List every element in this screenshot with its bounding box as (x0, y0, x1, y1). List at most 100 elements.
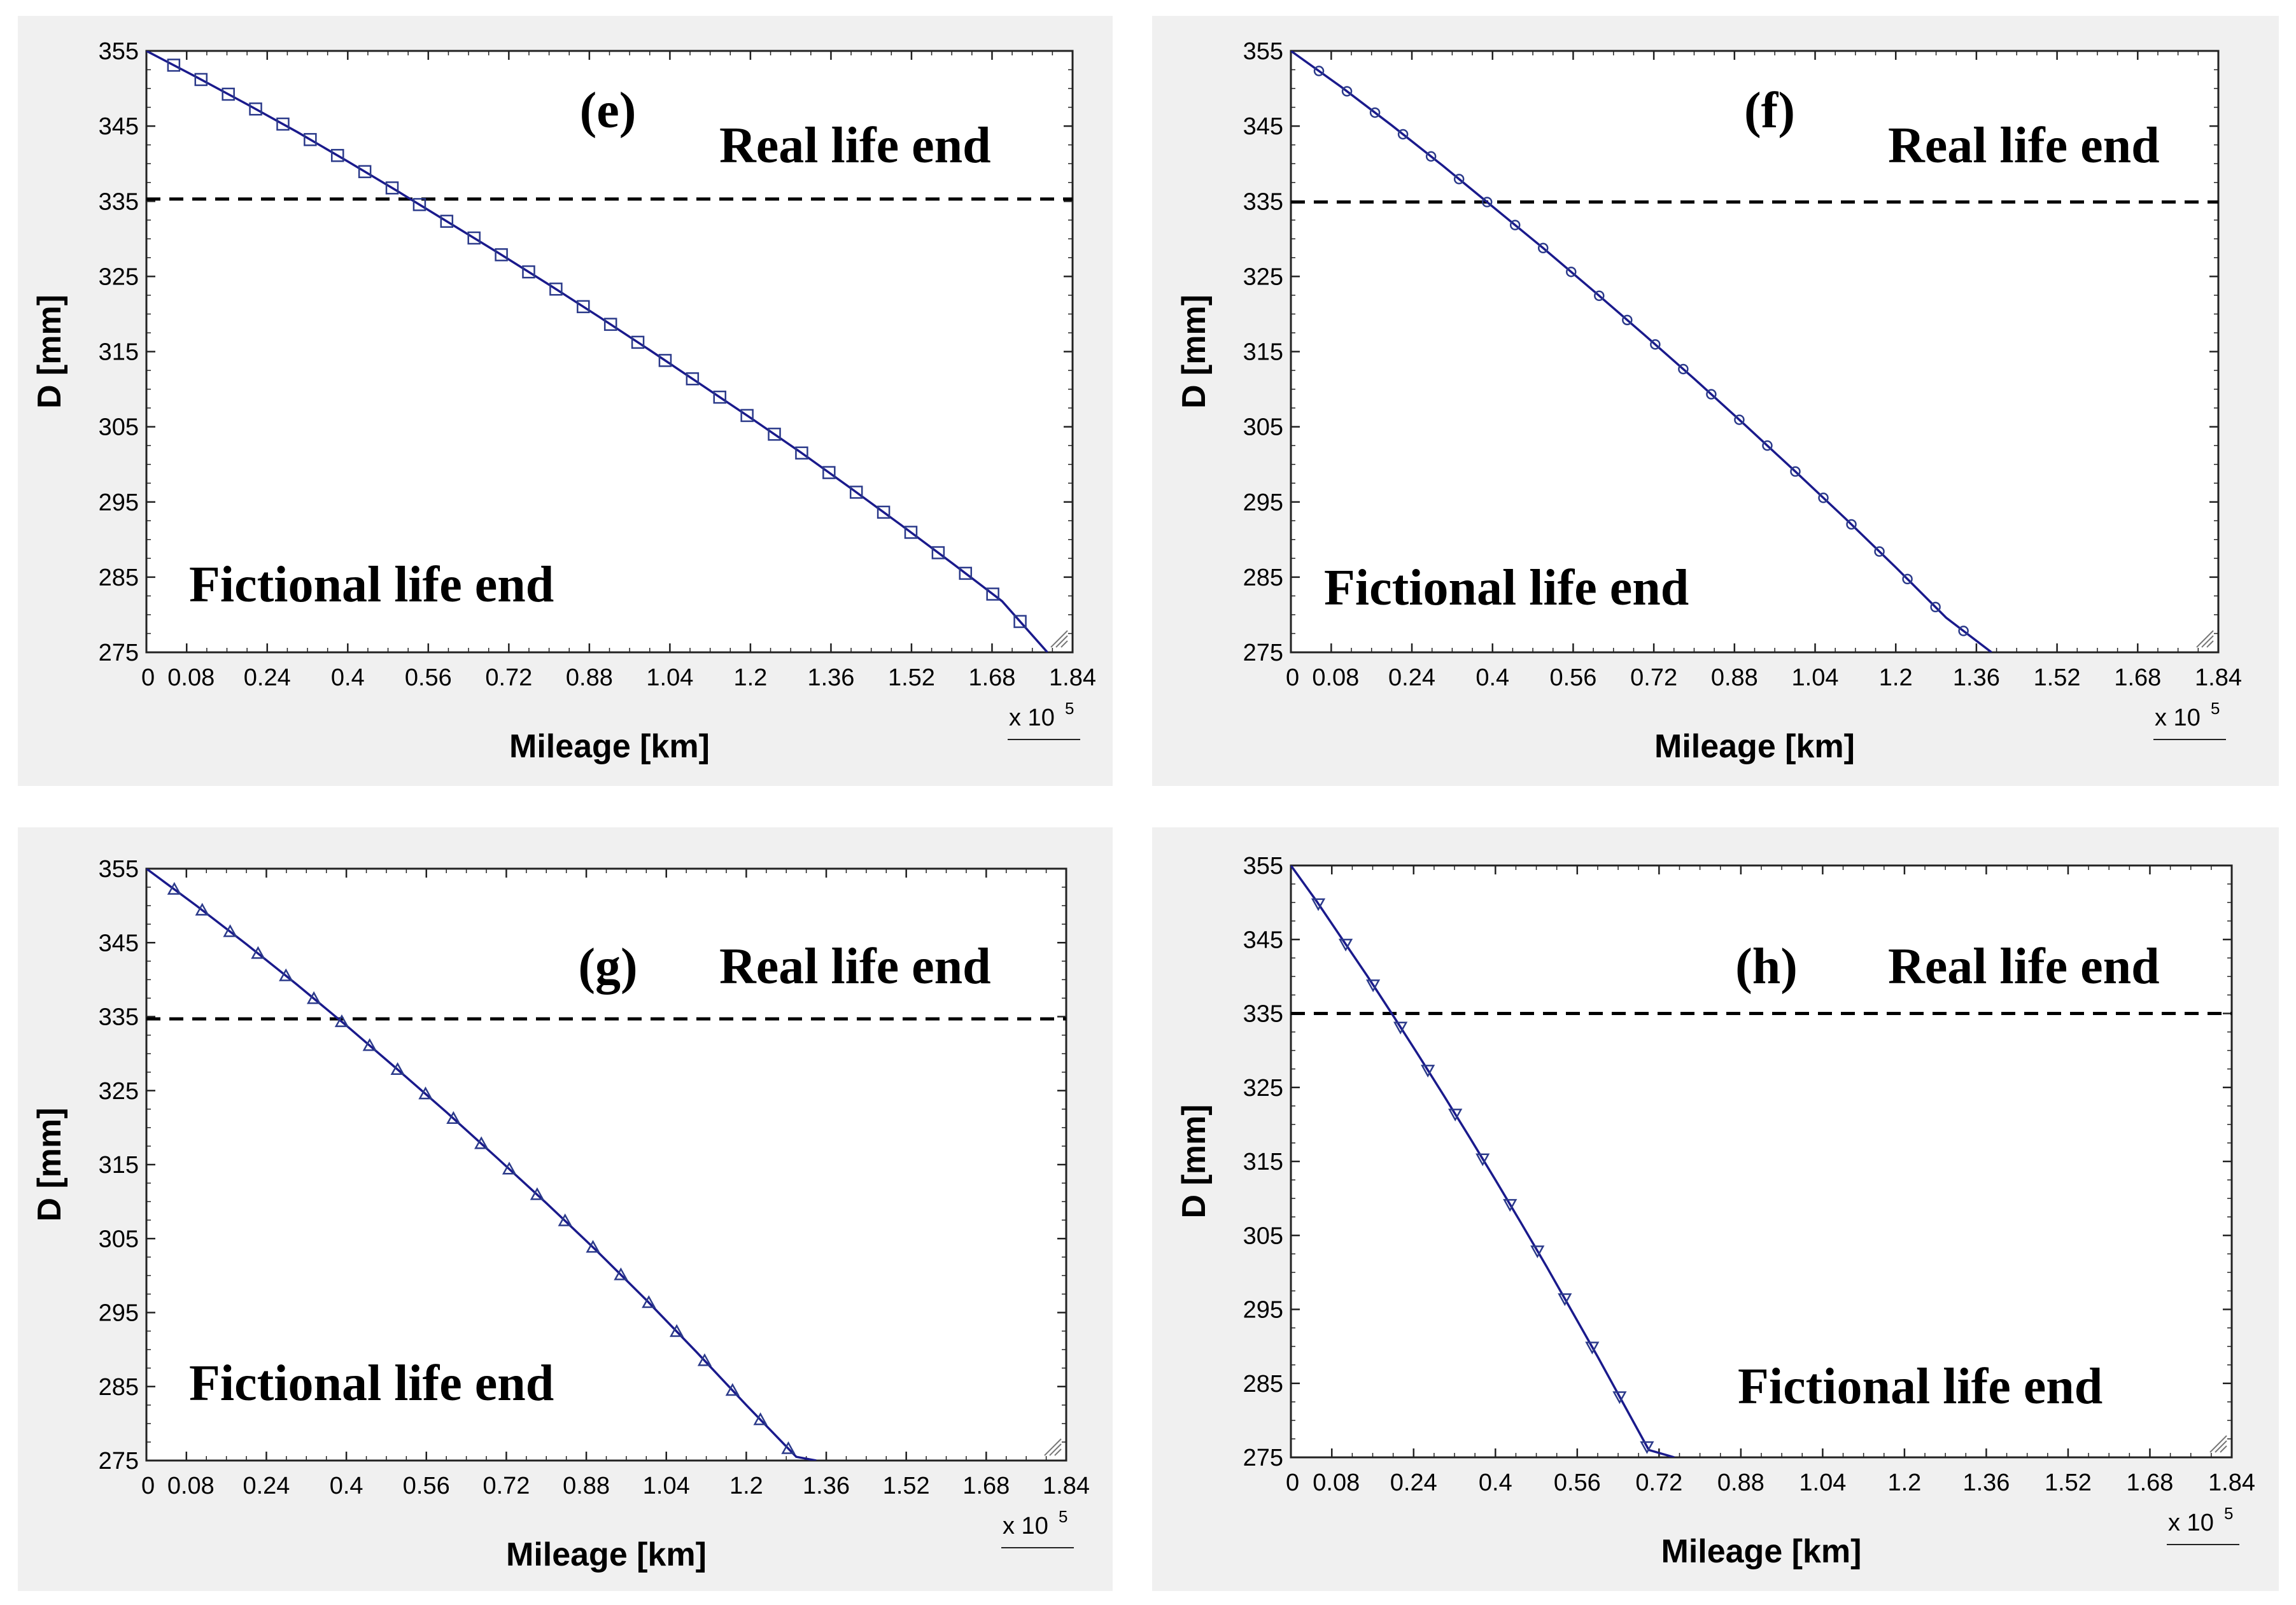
x-axis-title: Mileage [km] (509, 728, 710, 765)
y-tick-label: 285 (99, 564, 139, 591)
series-group (146, 51, 1048, 652)
resize-grip-icon (2206, 640, 2214, 648)
x-tick-label: 0 (141, 664, 155, 691)
data-point (1425, 151, 1437, 162)
data-point (1612, 1391, 1627, 1405)
x-tick-label: 1.68 (962, 1473, 1010, 1499)
y-axis-title: D [mm] (31, 295, 68, 409)
y-tick-label: 345 (1243, 927, 1283, 953)
real-life-end-label: Real life end (719, 118, 991, 174)
x-tick-label: 1.04 (643, 1473, 690, 1499)
x-tick-label: 0.72 (482, 1473, 530, 1499)
data-point (522, 265, 535, 279)
x-multiplier: x 10 5 (1001, 1507, 1074, 1548)
x-tick-label: 1.36 (1953, 664, 2000, 691)
x-tick-label: 0.72 (1630, 664, 1677, 691)
y-tick-label: 305 (1243, 414, 1283, 441)
y-tick-label: 295 (1243, 1297, 1283, 1324)
y-tick-label: 295 (99, 1300, 139, 1327)
data-point (986, 587, 999, 601)
x-tick-label: 1.84 (2208, 1469, 2255, 1496)
y-axis-title: D [mm] (1176, 1104, 1213, 1218)
x-tick-label: 1.04 (1792, 664, 1839, 691)
data-point (631, 335, 645, 349)
y-tick-label: 295 (1243, 489, 1283, 516)
x-tick-label: 0.56 (403, 1473, 450, 1499)
x-tick-label: 0.72 (1635, 1469, 1682, 1496)
data-point (446, 1111, 461, 1124)
x-tick-label: 0.08 (167, 664, 215, 691)
data-point (1453, 174, 1465, 185)
x-tick-label: 0 (1286, 664, 1299, 691)
x-tick-label: 1.52 (883, 1473, 930, 1499)
x-tick-label: 0.08 (167, 1473, 215, 1499)
data-point (549, 283, 563, 296)
data-point (558, 1213, 572, 1226)
resize-grip-icon (2215, 1440, 2227, 1453)
data-point (279, 968, 293, 981)
plot-area (145, 867, 1067, 1462)
data-point (194, 73, 208, 87)
data-point (1530, 1245, 1545, 1259)
plot-area (145, 50, 1074, 654)
x-tick-label: 1.04 (1799, 1469, 1846, 1496)
x-multiplier: x 10 5 (2153, 699, 2226, 740)
x-tick-label: 1.2 (733, 664, 767, 691)
data-point (1585, 1342, 1600, 1355)
x-tick-label: 1.36 (803, 1473, 850, 1499)
y-tick-label: 275 (99, 640, 139, 666)
data-point (577, 300, 590, 314)
data-point (1013, 615, 1027, 628)
data-point (725, 1383, 740, 1396)
data-point (251, 946, 265, 959)
y-tick-label: 285 (99, 1374, 139, 1401)
x-tick-label: 0.24 (243, 1473, 290, 1499)
real-life-end-label: Real life end (1888, 939, 2160, 995)
x-tick-label: 0.88 (1711, 664, 1758, 691)
data-point (849, 486, 863, 499)
plot-area (1290, 50, 2220, 654)
resize-grip-icon (2201, 635, 2214, 648)
y-tick-label: 355 (99, 38, 139, 65)
data-point (418, 1086, 433, 1100)
data-point (1846, 519, 1857, 530)
x-tick-label: 1.52 (888, 664, 935, 691)
data-point (1393, 1021, 1408, 1035)
data-point (249, 102, 262, 116)
data-point (1341, 86, 1353, 97)
y-tick-label: 285 (1243, 564, 1283, 591)
x-multiplier: x 10 5 (2167, 1504, 2239, 1545)
y-tick-label: 275 (1243, 640, 1283, 666)
x-tick-label: 0.56 (1549, 664, 1596, 691)
y-tick-label: 335 (1243, 188, 1283, 215)
series-line (146, 51, 1048, 652)
data-point (931, 546, 945, 559)
data-point (1650, 339, 1661, 350)
x-axis-title: Mileage [km] (1654, 728, 1855, 765)
x-multiplier-exponent: 5 (2224, 1504, 2233, 1523)
data-point (658, 354, 672, 367)
y-tick-label: 315 (1243, 1149, 1283, 1175)
data-point (304, 133, 317, 146)
x-tick-label: 0.56 (405, 664, 452, 691)
y-tick-label: 315 (99, 339, 139, 366)
data-point (1958, 626, 1969, 636)
data-point (795, 446, 808, 460)
series-line (1291, 51, 1992, 652)
x-tick-label: 1.2 (729, 1473, 763, 1499)
data-point (502, 1161, 517, 1175)
data-point (390, 1062, 405, 1076)
x-tick-label: 0.24 (1388, 664, 1435, 691)
y-axis-title: D [mm] (31, 1107, 68, 1221)
data-point (330, 149, 344, 162)
data-point (440, 214, 454, 228)
y-tick-label: 355 (1243, 853, 1283, 880)
x-tick-label: 1.68 (968, 664, 1015, 691)
y-tick-label: 315 (99, 1152, 139, 1179)
x-multiplier-exponent: 5 (1059, 1507, 1067, 1526)
y-tick-label: 345 (99, 113, 139, 140)
data-point (362, 1038, 377, 1051)
